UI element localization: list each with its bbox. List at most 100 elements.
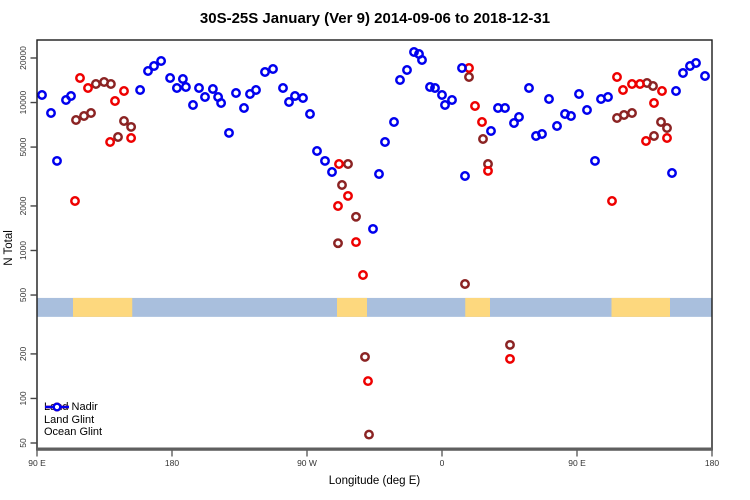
scatter-point-ocean-glint bbox=[395, 75, 405, 85]
scatter-point-ocean-glint bbox=[667, 168, 677, 178]
scatter-point-ocean-glint bbox=[207, 84, 218, 94]
y-tick-label: 50 bbox=[18, 438, 28, 448]
scatter-point-land-nadir bbox=[105, 79, 116, 89]
scatter-point-land-nadir bbox=[464, 72, 474, 82]
scatter-point-ocean-glint bbox=[437, 90, 447, 100]
scatter-point-land-nadir bbox=[337, 180, 347, 190]
scatter-point-ocean-glint bbox=[700, 71, 710, 81]
scatter-point-land-nadir bbox=[505, 339, 515, 350]
scatter-point-land-nadir bbox=[360, 351, 370, 362]
x-tick-label: 180 bbox=[705, 458, 719, 468]
scatter-point-ocean-glint bbox=[417, 55, 427, 65]
legend: Land Nadir Land Glint Ocean Glint bbox=[44, 401, 102, 439]
scatter-point-ocean-glint bbox=[149, 61, 159, 71]
x-tick-label: 90 E bbox=[568, 458, 586, 468]
scatter-point-land-glint bbox=[607, 196, 617, 206]
scatter-point-land-glint bbox=[105, 137, 116, 147]
scatter-point-ocean-glint bbox=[603, 92, 613, 102]
scatter-point-ocean-glint bbox=[37, 90, 47, 100]
scatter-point-land-nadir bbox=[351, 211, 361, 222]
scatter-point-land-nadir bbox=[113, 132, 123, 142]
scatter-point-ocean-glint bbox=[514, 112, 524, 122]
land-strip-segment bbox=[73, 297, 133, 317]
y-tick-label: 2000 bbox=[18, 196, 28, 215]
scatter-point-land-glint bbox=[126, 133, 137, 143]
scatter-point-land-nadir bbox=[333, 238, 343, 249]
scatter-point-ocean-glint bbox=[284, 97, 294, 107]
scatter-point-ocean-glint bbox=[447, 95, 457, 105]
scatter-point-ocean-glint bbox=[566, 111, 576, 121]
scatter-point-ocean-glint bbox=[320, 155, 330, 166]
scatter-point-land-nadir bbox=[662, 123, 672, 133]
scatter-point-land-nadir bbox=[619, 110, 629, 120]
scatter-point-ocean-glint bbox=[224, 127, 234, 138]
scatter-point-land-nadir bbox=[90, 79, 101, 89]
scatter-point-ocean-glint bbox=[156, 56, 167, 66]
y-tick-label: 500 bbox=[18, 288, 28, 302]
scatter-point-ocean-glint bbox=[430, 83, 440, 93]
scatter-point-ocean-glint bbox=[544, 94, 554, 104]
scatter-point-land-glint bbox=[363, 376, 373, 387]
scatter-point-ocean-glint bbox=[457, 63, 467, 73]
scatter-point-ocean-glint bbox=[177, 74, 188, 84]
x-tick-label: 90 E bbox=[28, 458, 46, 468]
scatter-point-land-nadir bbox=[126, 121, 137, 132]
scatter-point-land-glint bbox=[358, 270, 368, 280]
scatter-point-ocean-glint bbox=[171, 83, 182, 93]
scatter-point-ocean-glint bbox=[440, 100, 450, 110]
scatter-point-land-nadir bbox=[656, 117, 666, 127]
scatter-point-ocean-glint bbox=[268, 64, 278, 74]
ocean-strip bbox=[37, 297, 712, 317]
legend-item-land-glint: Land Glint bbox=[44, 402, 102, 427]
scatter-point-land-glint bbox=[635, 79, 645, 89]
scatter-point-ocean-glint bbox=[66, 91, 76, 101]
scatter-point-land-nadir bbox=[649, 131, 659, 141]
land-strip-segment bbox=[465, 297, 490, 317]
scatter-point-ocean-glint bbox=[671, 86, 681, 96]
scatter-point-ocean-glint bbox=[486, 126, 496, 136]
scatter-point-land-glint bbox=[343, 190, 353, 201]
scatter-point-ocean-glint bbox=[678, 68, 688, 78]
scatter-point-land-glint bbox=[649, 98, 659, 108]
legend-marker-icon bbox=[45, 402, 69, 412]
x-tick-label: 90 W bbox=[297, 458, 317, 468]
scatter-point-ocean-glint bbox=[574, 89, 584, 99]
scatter-point-land-glint bbox=[351, 237, 361, 248]
land-strip-segment bbox=[337, 297, 367, 317]
scatter-point-ocean-glint bbox=[409, 47, 419, 57]
scatter-point-ocean-glint bbox=[500, 103, 510, 113]
scatter-point-ocean-glint bbox=[582, 105, 592, 115]
scatter-point-ocean-glint bbox=[509, 118, 519, 128]
scatter-point-ocean-glint bbox=[231, 88, 241, 98]
scatter-point-ocean-glint bbox=[402, 65, 412, 75]
y-tick-label: 1000 bbox=[18, 241, 28, 260]
scatter-point-ocean-glint bbox=[135, 85, 146, 95]
scatter-point-land-glint bbox=[505, 353, 515, 364]
legend-label: Land Glint bbox=[44, 413, 95, 426]
scatter-point-ocean-glint bbox=[239, 103, 249, 113]
scatter-point-ocean-glint bbox=[389, 117, 399, 127]
scatter-point-ocean-glint bbox=[180, 82, 191, 92]
scatter-point-land-glint bbox=[119, 86, 129, 96]
scatter-point-ocean-glint bbox=[251, 85, 261, 95]
scatter-point-ocean-glint bbox=[425, 82, 435, 92]
scatter-point-land-glint bbox=[483, 165, 493, 176]
scatter-point-ocean-glint bbox=[278, 83, 288, 93]
scatter-point-ocean-glint bbox=[460, 171, 470, 181]
scatter-point-land-glint bbox=[477, 117, 487, 127]
scatter-point-land-glint bbox=[627, 79, 637, 89]
scatter-point-land-nadir bbox=[648, 81, 658, 91]
scatter-point-ocean-glint bbox=[188, 100, 198, 110]
scatter-point-ocean-glint bbox=[590, 155, 600, 166]
scatter-point-land-glint bbox=[70, 196, 80, 206]
scatter-point-land-glint bbox=[470, 101, 480, 111]
legend-label: Ocean Glint bbox=[44, 426, 103, 439]
land-strip-segment bbox=[611, 297, 670, 317]
scatter-point-land-glint bbox=[612, 72, 622, 82]
scatter-point-ocean-glint bbox=[327, 167, 337, 177]
scatter-point-land-glint bbox=[75, 73, 85, 83]
scatter-point-ocean-glint bbox=[216, 98, 227, 108]
y-tick-label: 200 bbox=[18, 347, 28, 361]
scatter-point-ocean-glint bbox=[298, 93, 308, 103]
